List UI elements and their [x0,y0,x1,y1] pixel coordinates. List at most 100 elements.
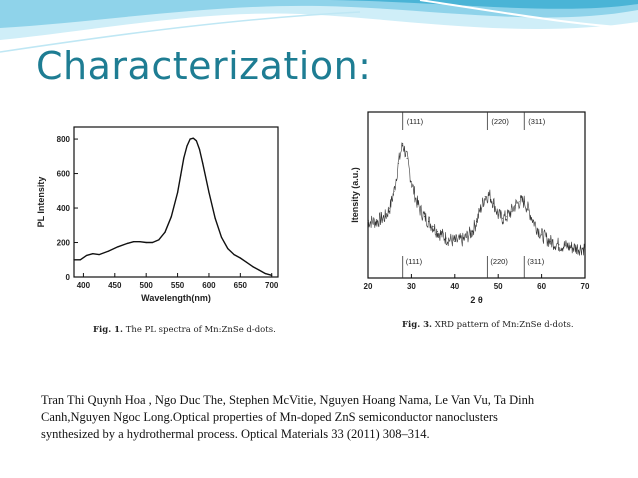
pl-y-tick-label: 400 [57,204,71,213]
xrd-x-tick-label: 40 [450,282,459,291]
pl-x-tick-label: 400 [77,281,91,290]
xrd-peak-label-top: (111) [407,117,424,126]
pl-data-point [246,261,248,263]
xrd-reference-label: (311) [527,257,544,266]
xrd-peak-label-top: (220) [491,117,509,126]
xrd-chart-caption: Fig. 3. XRD pattern of Mn:ZnSe d-dots. [402,320,574,330]
xrd-caption-text: XRD pattern of Mn:ZnSe d-dots. [432,320,574,330]
pl-data-point [208,191,210,194]
pl-data-point [170,216,172,218]
xrd-data-point [445,237,447,239]
pl-y-tick-label: 0 [66,273,71,282]
pl-data-point [202,162,204,164]
pl-data-point [151,241,154,244]
xrd-data-point [510,211,512,213]
pl-data-point [79,259,81,261]
pl-spectrum-chart: 400 450 500 550 600 650 700 0 200 400 600 800 Wavele… [36,126,279,303]
header-wave-front [0,0,638,9]
pl-plot-frame [73,126,279,278]
xrd-data-point [428,221,430,223]
pl-data-point [164,231,166,233]
xrd-data-point [515,204,517,206]
header-decoration [0,0,638,53]
xrd-data-point [397,162,399,164]
pl-data-point [117,246,119,248]
xrd-data-point [519,201,521,203]
xrd-data-point [471,231,473,233]
xrd-data-point [558,244,560,246]
pl-data-point [264,272,267,275]
header-wave-mid [0,0,638,28]
pl-data-point [220,236,223,238]
xrd-data-point [436,231,438,233]
xrd-data-point [541,234,543,236]
xrd-data-point [454,240,456,242]
xrd-data-point [462,239,464,241]
pl-data-point [198,148,201,151]
pl-x-tick-label: 600 [202,281,216,290]
xrd-data-point [432,226,434,228]
pl-data-point [252,266,254,268]
xrd-data-point [584,247,586,249]
pl-x-axis-title: Wavelength(nm) [141,293,211,303]
pl-y-tick-label: 800 [57,135,71,144]
xrd-y-axis-title: Itensity (a.u.) [350,167,360,223]
xrd-data-point [393,191,395,193]
xrd-data-point [497,214,499,216]
xrd-reference-label: (111) [406,257,423,266]
pl-data-point [195,140,197,142]
pl-data-point [92,253,94,255]
xrd-data-point [402,143,404,145]
pl-data-point [227,247,229,250]
pl-data-point [133,241,135,243]
xrd-data-point [423,216,425,218]
pl-x-tick-label: 550 [171,281,185,290]
xrd-caption-prefix: Fig. 3. [402,320,432,330]
xrd-data-point [376,221,378,223]
pl-spectrum-line [74,137,272,276]
pl-data-point [85,254,88,257]
pl-data-point [192,137,194,139]
pl-chart-caption: Fig. 1. The PL spectra of Mn:ZnSe d-dots… [93,325,276,335]
citation-text: Tran Thi Quynh Hoa , Ngo Duc The, Stephe… [41,393,535,441]
pl-data-point [271,274,273,276]
xrd-data-point [415,197,417,199]
header-swoosh-line [419,0,638,29]
pl-data-point [139,241,141,243]
pl-data-point [180,174,182,176]
xrd-data-point [567,245,569,247]
pl-x-tick-label: 450 [108,281,122,290]
pl-y-tick-label: 200 [57,239,71,248]
pl-x-tick-label: 500 [140,281,154,290]
header-swoosh-line-2 [0,11,361,53]
xrd-data-point [389,207,391,209]
pl-caption-prefix: Fig. 1. [93,325,123,335]
xrd-data-point [410,181,412,183]
pl-data-point [183,157,185,159]
pl-data-point [258,269,260,271]
xrd-x-tick-label: 30 [407,282,416,291]
xrd-x-axis-title: 2 θ [470,295,483,305]
pl-data-point [189,138,191,140]
xrd-data-point [528,209,530,211]
pl-y-axis-title: PL Intensity [36,177,46,228]
xrd-data-point [384,216,386,218]
pl-data-point [126,242,128,244]
pl-data-point [107,250,110,252]
xrd-data-point [493,202,495,204]
xrd-data-point [549,240,551,242]
xrd-data-point [484,196,486,198]
xrd-data-point [419,209,421,211]
xrd-data-point [502,217,504,219]
xrd-data-point [532,219,534,221]
pl-data-point [73,259,75,261]
xrd-data-point [489,194,491,196]
pl-data-point [239,257,241,259]
xrd-x-tick-label: 50 [494,282,503,291]
xrd-pattern-chart: 20 30 40 50 60 70 2 θ Itensity (a.u.) (111) (220)… [350,111,590,305]
pl-data-point [145,241,147,244]
pl-x-tick-label: 700 [265,281,279,290]
pl-caption-text: The PL spectra of Mn:ZnSe d-dots. [123,325,276,335]
xrd-x-tick-label: 60 [537,282,546,291]
xrd-data-point [575,247,577,249]
